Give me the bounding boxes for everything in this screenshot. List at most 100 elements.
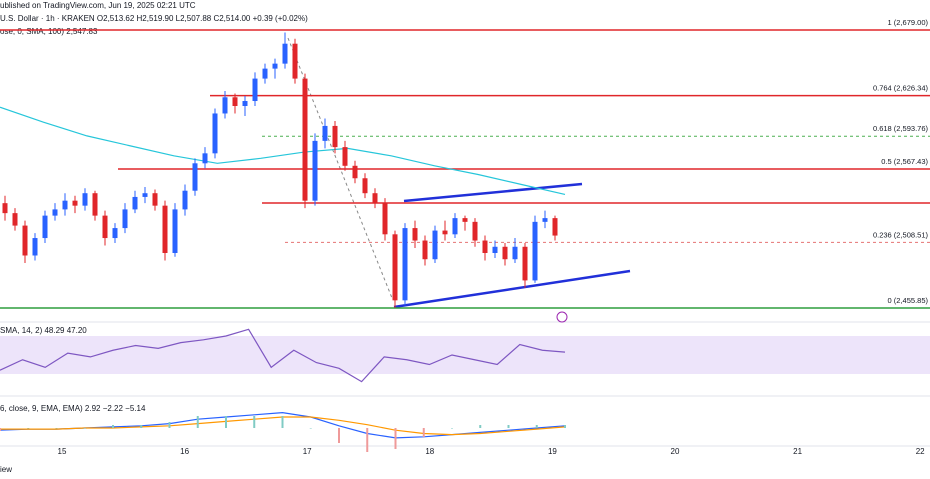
macd-histogram [479,425,482,428]
candle-body [282,43,288,64]
candle-body [502,246,508,260]
macd-histogram [507,425,510,428]
macd-histogram [0,428,1,431]
candle-body [162,205,168,253]
candle-body [452,218,458,235]
candle-body [472,221,478,241]
candle-body [372,193,378,204]
macd-histogram [451,428,453,429]
candle-body [272,63,278,69]
x-tick-label: 21 [793,447,802,456]
candle-body [102,215,108,239]
macd-histogram [225,416,227,428]
sma-line [0,106,566,196]
candle-body [292,43,298,79]
fib-label: 0.236 (2,508.51) [873,230,929,239]
candle-body [442,230,448,235]
fib-label: 0 (2,455.85) [888,296,929,305]
x-tick-label: 22 [916,447,925,456]
candle-body [542,218,548,222]
candle-body [382,203,388,235]
x-tick-label: 17 [303,447,312,456]
candle-body [332,125,338,148]
candle-body [152,193,158,206]
macd-histogram [27,428,30,429]
rsi-line [0,328,566,383]
candle-body [72,200,78,206]
candle-body [492,246,498,253]
candle-body [52,209,58,216]
candle-body [552,218,558,236]
header-line: U.S. Dollar · 1h · KRAKEN O2,513.62 H2,5… [0,14,308,23]
candle-body [392,234,398,301]
candle-body [62,200,68,210]
macd-histogram [196,416,199,428]
candle-body [132,196,138,210]
candle-body [122,209,128,229]
candle-body [202,153,208,164]
candle-body [482,240,488,253]
candle-body [212,113,218,154]
x-tick-label: 19 [548,447,557,456]
candle-body [522,246,528,281]
footer: iew [0,465,12,474]
candle-body [222,97,228,114]
candle-body [22,225,28,256]
macd-histogram [55,428,58,429]
candle-body [182,190,188,210]
candle-body [322,125,328,141]
header-line: ose, 0, SMA, 100) 2,547.83 [0,27,98,36]
header-line: ublished on TradingView.com, Jun 19, 202… [0,1,196,10]
fib-trend [287,37,393,299]
candle-body [232,97,238,106]
x-tick-label: 20 [671,447,680,456]
macd-histogram [309,428,312,429]
fib-label: 0.764 (2,626.34) [873,84,929,93]
candle-body [352,165,358,179]
fib-label: 0.5 (2,567.43) [881,157,928,166]
macd-histogram [253,416,256,428]
candle-body [312,140,318,201]
macd-histogram [366,428,369,452]
candle-body [302,78,308,201]
candle-body [462,218,468,222]
rsi-legend: SMA, 14, 2) 48.29 47.20 [0,326,87,335]
candle-body [342,147,348,166]
candle-body [422,240,428,260]
candle-body [262,68,268,79]
macd-histogram [83,428,86,429]
macd-histogram [394,428,397,449]
candle-body [2,203,8,214]
candle-body [242,101,248,106]
candle-body [142,193,148,197]
candle-body [362,178,368,194]
candle-body [402,228,408,301]
macd-histogram [281,416,284,428]
macd-legend: 6, close, 9, EMA, EMA) 2.92 −2.22 −5.14 [0,404,146,413]
candle-body [12,213,18,226]
fib-label: 1 (2,679.00) [888,18,929,27]
candle-body [532,221,538,281]
candle-body [512,246,518,260]
macd-histogram [422,428,425,437]
fib-label: 0.618 (2,593.76) [873,124,929,133]
x-tick-label: 15 [58,447,67,456]
macd-histogram [338,428,340,443]
candle-body [192,163,198,191]
candle-body [112,228,118,239]
candle-body [172,209,178,253]
macd-histogram [140,425,143,428]
macd-histogram [168,422,171,428]
x-tick-label: 16 [180,447,189,456]
x-tick-label: 18 [425,447,434,456]
icon [556,311,568,323]
rsi-band [0,336,930,374]
candle-body [432,230,438,260]
candle-body [92,193,98,216]
trendline [393,269,631,309]
candle-body [82,193,88,206]
macd-histogram [535,425,538,428]
macd-histogram [564,425,566,428]
